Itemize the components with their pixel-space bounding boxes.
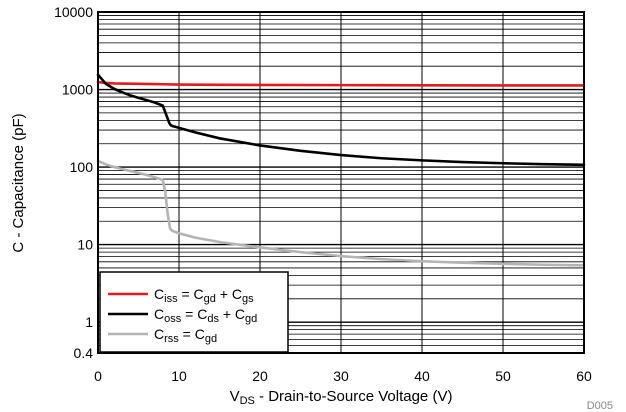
x-tick-label: 50: [495, 368, 511, 384]
x-tick-label: 10: [171, 368, 187, 384]
x-tick-label: 0: [94, 368, 102, 384]
legend-label-crss: Crss = Cgd: [154, 326, 217, 345]
x-tick-label: 20: [252, 368, 268, 384]
y-tick-label: 0.4: [74, 345, 94, 361]
y-tick-label: 1: [85, 314, 93, 330]
legend-box: [99, 271, 289, 353]
legend-label-ciss: Ciss = Cgd + Cgs: [154, 286, 254, 305]
x-tick-label: 60: [576, 368, 592, 384]
y-tick-label: 1000: [62, 82, 93, 98]
legend-label-coss: Coss = Cds + Cgd: [154, 306, 257, 325]
y-tick-label: 10000: [54, 4, 93, 20]
y-tick-label: 10: [77, 237, 93, 253]
y-tick-label: 100: [70, 159, 94, 175]
x-axis-title: VDS - Drain-to-Source Voltage (V): [230, 388, 453, 407]
series-layer: [96, 73, 586, 267]
x-tick-label: 40: [414, 368, 430, 384]
figure-id: D005: [587, 400, 613, 412]
x-tick-labels: 0 10 20 30 40 50 60: [94, 368, 592, 384]
series-line-ciss: [96, 80, 586, 87]
series-line-crss: [96, 159, 586, 267]
y-tick-labels: 0.4 1 10 100 1000 10000: [54, 4, 93, 361]
plot-frame: [97, 11, 585, 354]
x-tick-label: 30: [333, 368, 349, 384]
series-line-coss: [96, 73, 586, 167]
y-axis-title: C - Capacitance (pF): [10, 113, 27, 252]
